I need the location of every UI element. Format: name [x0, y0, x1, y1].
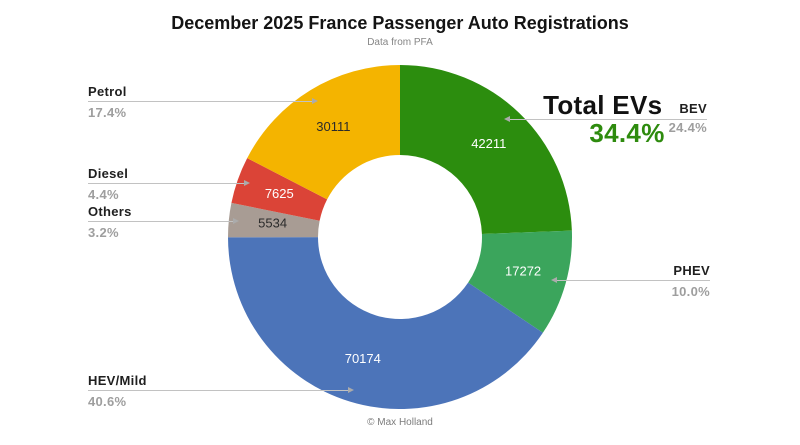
- callout-phev: PHEV 10.0%: [551, 263, 710, 299]
- credit-text: © Max Holland: [367, 417, 433, 428]
- leader-line-hev-mild: [88, 387, 354, 393]
- callout-total-evs: Total EVs BEV 34.4% 24.4%: [504, 92, 707, 148]
- callout-phev-label: PHEV: [673, 263, 710, 278]
- callout-bev-label: BEV: [679, 101, 707, 116]
- slice-value-bev: 42211: [471, 136, 506, 151]
- callout-others: Others 3.2%: [88, 204, 239, 240]
- callout-hev-mild-label: HEV/Mild: [88, 373, 147, 388]
- callout-diesel-pct: 4.4%: [88, 187, 119, 202]
- slice-value-phev: 17272: [505, 263, 541, 278]
- donut-slice-hev-mild: [228, 237, 543, 409]
- donut-slice-diesel: [231, 158, 328, 221]
- donut-slice-bev: [400, 65, 572, 234]
- callout-others-pct: 3.2%: [88, 225, 119, 240]
- chart-subtitle: Data from PFA: [367, 37, 433, 48]
- total-evs-pct: 34.4%: [589, 118, 665, 148]
- leader-line-diesel: [88, 180, 250, 186]
- total-evs-pct-row: 34.4% 24.4%: [506, 118, 707, 148]
- slice-value-others: 5534: [258, 216, 287, 231]
- donut-slice-others: [228, 202, 320, 238]
- slice-value-diesel: 7625: [265, 186, 294, 201]
- total-evs-label: Total EVs: [543, 90, 663, 120]
- leader-line-bev: [504, 116, 707, 122]
- callout-diesel-label: Diesel: [88, 166, 129, 181]
- slice-value-hev-mild: 70174: [345, 351, 381, 366]
- callout-others-label: Others: [88, 204, 132, 219]
- leader-line-petrol: [88, 98, 318, 104]
- callout-hev-mild-pct: 40.6%: [88, 394, 127, 409]
- callout-petrol-pct: 17.4%: [88, 105, 127, 120]
- donut-slice-phev: [468, 230, 572, 333]
- callout-hev-mild: HEV/Mild 40.6%: [88, 373, 354, 409]
- total-evs-row: Total EVs BEV: [506, 92, 707, 118]
- donut-chart: 42211 17272 70174 5534 7625 30111: [228, 65, 572, 409]
- callout-petrol: Petrol 17.4%: [88, 84, 318, 120]
- leader-line-others: [88, 218, 239, 224]
- callout-bev-pct: 24.4%: [668, 120, 707, 135]
- donut-slice-petrol: [247, 65, 400, 200]
- callout-petrol-label: Petrol: [88, 84, 127, 99]
- leader-line-phev: [551, 277, 710, 283]
- chart-title: December 2025 France Passenger Auto Regi…: [171, 13, 629, 33]
- callout-diesel: Diesel 4.4%: [88, 166, 250, 202]
- slice-value-petrol: 30111: [316, 119, 350, 134]
- callout-phev-pct: 10.0%: [671, 284, 710, 299]
